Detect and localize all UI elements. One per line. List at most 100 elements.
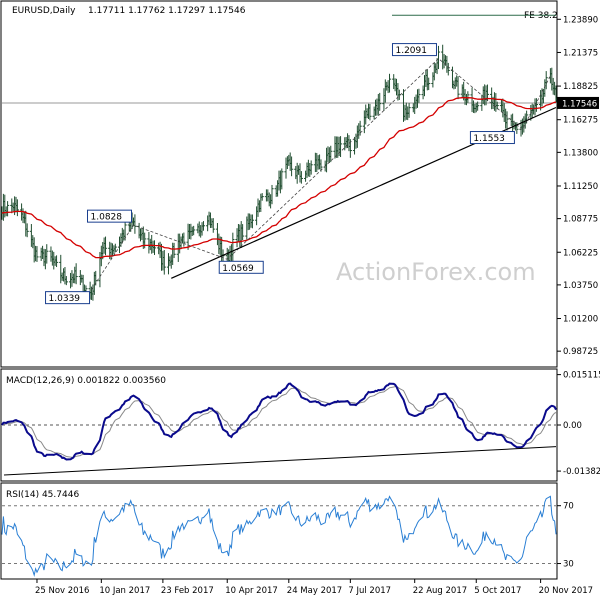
pivot-box (87, 209, 133, 223)
pivot-label: 1.0828 (91, 213, 123, 223)
ohlc-bar (407, 103, 411, 118)
last-price-tag: 1.17546 (557, 96, 599, 109)
date-tick-label: 22 Aug 2017 (413, 586, 467, 596)
price-tick-label: 1.13800 (563, 148, 598, 158)
pivot-box (218, 260, 264, 274)
ohlc-bar (476, 101, 480, 111)
ohlc-bar (378, 92, 382, 111)
rsi-tick-label: 70 (563, 502, 574, 512)
ohlc-bar (329, 145, 333, 163)
price-tick-label: 1.23890 (563, 15, 598, 25)
ohlc-bar (45, 244, 49, 264)
price-tick-label: 1.11250 (563, 182, 598, 192)
macd-axis: 0.015115 0.00 -0.013825 (557, 371, 600, 477)
ohlc-bar (172, 242, 176, 259)
price-layer: 1.0339 1.0828 1.0569 1.2091 1.1553 1.17546 Act… (0, 14, 599, 305)
date-tick-label: 5 Oct 2017 (474, 586, 521, 596)
price-axis: 1.23890 1.21375 1.18825 1.16275 1.13800 1.112… (557, 15, 598, 357)
ohlc-bar (201, 221, 206, 231)
rsi-tick-label: 30 (563, 560, 574, 570)
pivot-box (391, 43, 437, 57)
last-price-box (557, 96, 599, 109)
pivot-label: 1.2091 (395, 46, 427, 56)
ohlc-bar (74, 263, 78, 285)
ohlc-bar (289, 156, 294, 177)
ohlc-bar (319, 159, 323, 172)
date-tick-label: 10 Apr 2017 (225, 586, 278, 596)
ohlc-bar (152, 240, 157, 255)
ohlc-bar (25, 223, 29, 238)
macd-tick-label: 0.015115 (563, 371, 600, 381)
ohlc-bar (427, 77, 431, 91)
date-tick-label: 10 Jan 2017 (99, 586, 150, 596)
ohlc-bar (250, 214, 255, 229)
date-axis: 25 Nov 2016 10 Jan 2017 23 Feb 2017 10 Apr … (35, 579, 593, 596)
ohlc-header: 1.17711 1.17762 1.17297 1.17546 (88, 6, 246, 16)
macd-layer (1, 382, 557, 476)
date-tick-label: 20 Nov 2017 (539, 586, 593, 596)
ohlc-bar (515, 122, 519, 134)
price-tick-label: 1.03750 (563, 281, 598, 291)
ohlc-bar (15, 199, 19, 217)
ohlc-bar (417, 88, 421, 103)
pivot-box (469, 131, 515, 145)
pivot-label: 1.0569 (222, 264, 254, 274)
macd-title: MACD(12,26,9) 0.001822 0.003560 (6, 376, 166, 386)
ohlc-bar (309, 160, 313, 175)
ohlc-bar (299, 171, 303, 184)
date-tick-label: 7 Jul 2017 (348, 586, 391, 596)
chart-title: EURUSD,Daily (12, 6, 76, 16)
date-tick-label: 25 Nov 2016 (35, 586, 89, 596)
pivot-box (45, 291, 91, 305)
ohlc-bar (270, 184, 274, 205)
pivot-label: 1.0339 (49, 294, 81, 304)
ohlc-bar (103, 236, 108, 256)
price-tick-label: 1.18825 (563, 82, 598, 92)
ohlc-bar (211, 218, 215, 233)
ohlc-bar (436, 45, 441, 70)
pivot-annotation: 1.1553 (469, 131, 515, 145)
ohlc-bar (280, 168, 284, 190)
macd-line (1, 382, 557, 461)
pivot-annotation: 1.0828 (87, 209, 133, 223)
ohlc-bar (368, 103, 372, 121)
price-tick-label: 1.21375 (563, 48, 598, 58)
macd-tick-label: -0.013825 (563, 467, 600, 477)
macd-trendline (3, 446, 557, 476)
ohlc-bar (192, 225, 196, 236)
ohlc-bar (495, 101, 499, 110)
ohlc-bar (505, 111, 509, 131)
rsi-title: RSI(14) 45.7446 (6, 490, 79, 500)
rsi-layer (1, 495, 557, 578)
pivot-label: 1.1553 (473, 134, 505, 144)
price-tick-label: 1.06225 (563, 248, 598, 258)
price-tick-label: 1.16275 (563, 116, 598, 126)
macd-tick-label: 0.00 (563, 421, 582, 431)
ohlc-bar (456, 76, 460, 100)
pivot-annotation: 1.2091 (391, 43, 437, 57)
ohlc-bar (544, 71, 548, 90)
ohlc-bar (113, 243, 117, 253)
rsi-line (1, 495, 557, 578)
rsi-pane (0, 482, 558, 580)
ohlc-bar (35, 246, 39, 262)
date-tick-label: 24 May 2017 (287, 586, 342, 596)
price-tick-label: 1.08775 (563, 215, 598, 225)
swing-path (91, 58, 551, 290)
ohlc-bar (123, 220, 127, 241)
price-tick-label: 1.01200 (563, 315, 598, 325)
ohlc-bar (338, 136, 343, 158)
ohlc-bar (260, 193, 264, 201)
last-price-value: 1.17546 (562, 99, 597, 109)
pivot-annotation: 1.0569 (218, 260, 264, 274)
ohlc-bar (387, 73, 392, 93)
watermark: ActionForex.com (336, 258, 536, 286)
ohlc-bar (241, 224, 245, 241)
ohlc-bar (133, 214, 137, 234)
ohlc-bar (64, 276, 68, 286)
ohlc-bar (446, 62, 450, 76)
ohlc-bar (54, 255, 59, 268)
ema-line (1, 96, 557, 259)
date-tick-label: 23 Feb 2017 (161, 586, 214, 596)
